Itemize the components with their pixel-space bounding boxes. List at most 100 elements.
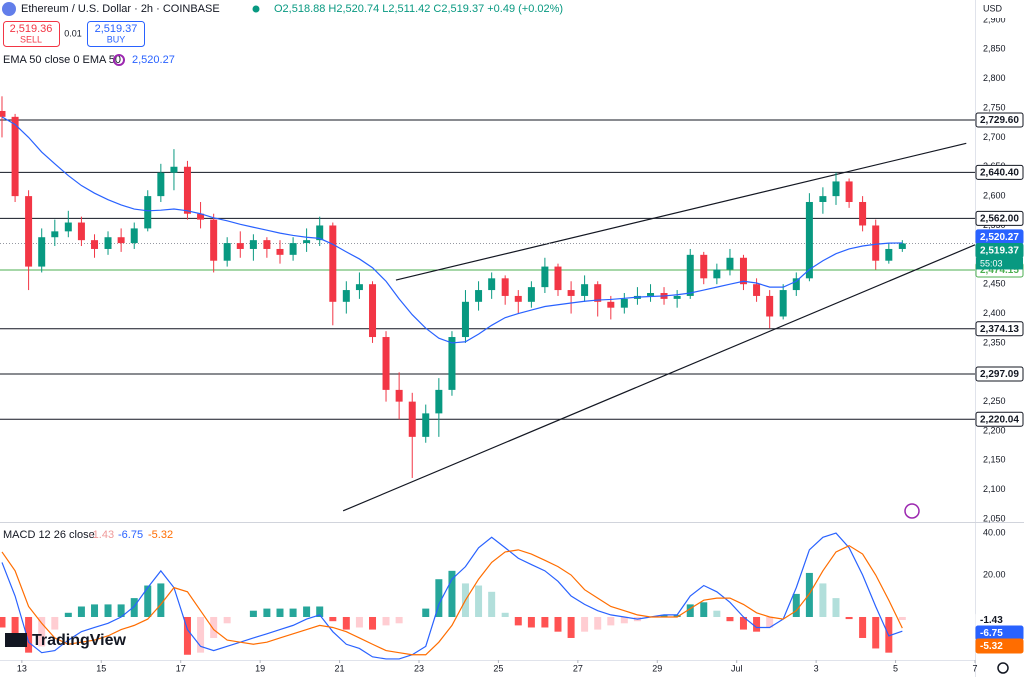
macd-histogram-bar <box>104 604 112 617</box>
countdown: 55:03 <box>980 258 1003 268</box>
candle-body <box>25 196 33 267</box>
macd-histogram-bar <box>475 585 483 617</box>
buy-label[interactable]: BUY <box>107 34 126 44</box>
candle-body <box>77 222 85 241</box>
macd-histogram-bar <box>276 608 284 617</box>
candle-body <box>197 213 205 220</box>
indicator-icon[interactable] <box>113 54 125 66</box>
price-tag-bg <box>975 638 1024 654</box>
buy-button[interactable] <box>87 21 145 47</box>
macd-histogram-bar <box>554 616 562 632</box>
candle-body <box>739 257 747 285</box>
macd-histogram-bar <box>355 616 363 628</box>
x-tick-label: 3 <box>814 663 819 673</box>
price-tag: -1.43 <box>980 615 1003 626</box>
candle-body <box>872 225 880 261</box>
buy-price[interactable]: 2,519.37 <box>95 23 138 35</box>
y-tick-label: 2,900 <box>983 14 1006 24</box>
candle-body <box>183 166 191 214</box>
candle-body <box>567 290 575 296</box>
macd-histogram-bar <box>567 616 575 638</box>
macd-histogram-bar <box>581 616 589 632</box>
logo-mark[interactable] <box>5 633 27 647</box>
y-tick-label: 2,450 <box>983 279 1006 289</box>
sell-label[interactable]: SELL <box>20 34 42 44</box>
macd-histogram-bar <box>210 616 218 638</box>
trend-line <box>395 142 967 281</box>
x-tick-label: 17 <box>176 663 186 673</box>
macd-histogram-bar <box>872 616 880 649</box>
candle-body <box>289 243 297 255</box>
macd-histogram-bar <box>64 612 72 617</box>
macd-histogram-bar <box>607 616 615 626</box>
macd-histogram-bar <box>263 608 271 617</box>
macd-histogram-bar <box>594 616 602 630</box>
macd-hist-value: -1.43 <box>89 529 114 541</box>
y-tick-label: 2,800 <box>983 73 1006 83</box>
price-tag: 2,640.40 <box>980 168 1019 179</box>
candle-body <box>713 269 721 279</box>
candle-body <box>607 301 615 308</box>
candle-body <box>223 243 231 261</box>
currency[interactable]: USD <box>983 3 1003 13</box>
candle-body <box>382 337 390 390</box>
macd-histogram-bar <box>766 616 774 628</box>
countdown-bg <box>976 257 1023 270</box>
price-tag-bg <box>975 112 1024 128</box>
y-tick-label: 2,750 <box>983 102 1006 112</box>
macd-histogram-bar <box>369 616 377 630</box>
macd-line <box>1 532 903 660</box>
macd-signal-value: -5.32 <box>148 529 173 541</box>
macd-histogram-bar <box>448 570 456 617</box>
macd-histogram-bar <box>342 616 350 630</box>
macd-histogram-bar <box>11 616 19 643</box>
sell-price[interactable]: 2,519.36 <box>10 23 53 35</box>
price-tag: 2,297.09 <box>980 369 1019 380</box>
sell-button[interactable] <box>3 21 60 47</box>
candle-body <box>117 237 125 244</box>
macd-line <box>1 544 903 656</box>
candle-body <box>369 284 377 338</box>
macd-histogram-bar <box>395 616 403 624</box>
price-tag-bg <box>975 411 1024 427</box>
candle-body <box>157 172 165 197</box>
candle-body <box>236 243 244 249</box>
settings-icon[interactable] <box>997 662 1009 674</box>
candle-body <box>435 389 443 414</box>
macd-histogram-bar <box>91 604 99 617</box>
candle-body <box>792 278 800 291</box>
macd-histogram-bar <box>249 610 257 617</box>
macd-histogram-bar <box>805 572 813 617</box>
macd-histogram-bar <box>289 608 297 617</box>
candle-body <box>329 225 337 302</box>
symbol-title: Ethereum / U.S. Dollar · 2h · COINBASE <box>21 3 220 15</box>
candle-body <box>726 257 734 270</box>
candle-body <box>395 389 403 402</box>
macd-histogram-bar <box>303 606 311 617</box>
macd-histogram-bar <box>382 616 390 626</box>
candle-body <box>170 166 178 173</box>
x-tick-label: 29 <box>652 663 662 673</box>
assistant-icon[interactable] <box>904 503 920 519</box>
candle-body <box>422 413 430 437</box>
price-tag-bg <box>975 164 1024 180</box>
candle-body <box>263 240 271 249</box>
logo[interactable]: TradingView <box>32 632 127 649</box>
macd-histogram-bar <box>223 616 231 624</box>
y-tick-label: 2,700 <box>983 132 1006 142</box>
macd-histogram-bar <box>117 604 125 617</box>
spread: 0.01 <box>64 28 82 38</box>
y-tick-label: 2,350 <box>983 337 1006 347</box>
x-tick-label: 15 <box>96 663 106 673</box>
candle-body <box>859 201 867 226</box>
macd-histogram-bar <box>832 598 840 617</box>
macd-histogram-bar <box>845 616 853 620</box>
candle-body <box>144 196 152 229</box>
price-tag: -6.75 <box>980 628 1003 639</box>
x-tick-label: 7 <box>972 663 977 673</box>
macd-histogram-bar <box>527 616 535 628</box>
price-tag-bg <box>975 210 1024 226</box>
